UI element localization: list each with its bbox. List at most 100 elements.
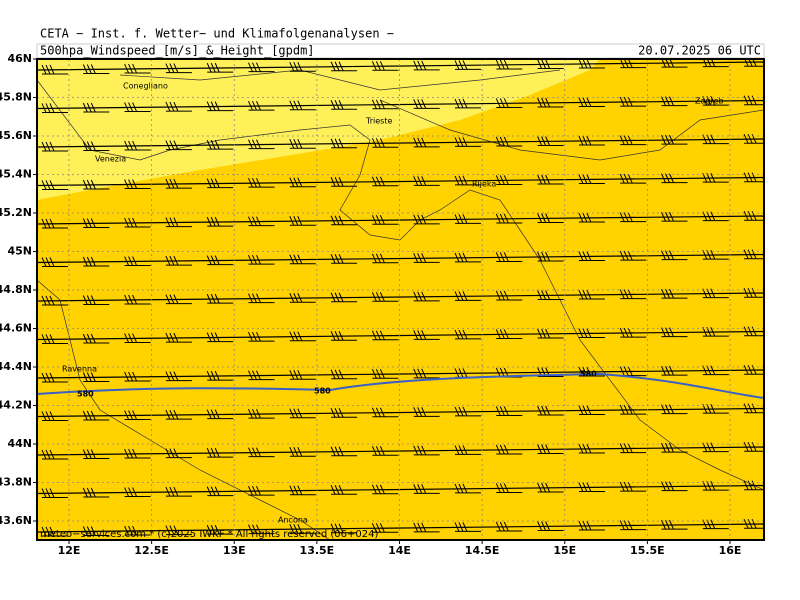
barb-flag <box>541 59 547 69</box>
wind-barb <box>41 372 68 383</box>
barb-flag <box>582 251 588 261</box>
barb-flag <box>165 332 171 343</box>
barb-flag <box>619 212 625 222</box>
barb-flag <box>627 327 633 338</box>
barb-flag <box>661 288 666 299</box>
barb-flag <box>330 485 336 495</box>
barb-flag <box>248 100 253 111</box>
wind-barb <box>371 330 399 341</box>
barb-flag <box>371 253 377 264</box>
barb-flag <box>710 288 716 298</box>
barb-flag <box>330 292 336 302</box>
barb-flag <box>623 135 629 145</box>
wind-barb <box>371 407 399 418</box>
lon-tick-label: 16E <box>719 544 742 557</box>
barb-flag <box>210 293 216 304</box>
wind-barb <box>124 487 151 498</box>
barb-flag <box>499 136 505 147</box>
barb-flag <box>248 62 253 72</box>
barb-flag <box>50 565 54 574</box>
barb-flag <box>371 407 377 418</box>
barb-flag <box>379 523 385 533</box>
barb-flag <box>379 253 385 264</box>
barb-flag <box>458 98 464 109</box>
wind-barb <box>578 289 605 300</box>
lon-tick-label: 13.5E <box>300 544 335 557</box>
barb-flag <box>128 448 134 459</box>
barb-flag <box>454 445 460 455</box>
wind-barb <box>578 482 605 493</box>
barb-flag <box>462 368 468 378</box>
wind-barb <box>414 561 440 570</box>
barb-flag <box>627 443 633 453</box>
barb-flag <box>743 249 749 259</box>
wind-barb <box>206 216 234 227</box>
barb-flag <box>578 520 584 531</box>
barb-flag <box>503 98 509 108</box>
barb-flag <box>165 255 171 266</box>
barb-flag <box>49 64 55 75</box>
barb-flag <box>41 257 47 267</box>
barb-flag <box>371 446 377 456</box>
barb-flag <box>86 295 92 305</box>
barb-flag <box>289 216 295 226</box>
barb-flag <box>289 293 295 303</box>
wind-barb <box>124 333 151 344</box>
barb-flag <box>743 442 749 452</box>
wind-barb <box>744 59 764 67</box>
barb-flag <box>743 519 749 529</box>
barb-flag <box>45 103 51 113</box>
barb-flag <box>49 103 55 113</box>
barb-flag <box>623 212 629 222</box>
barb-flag <box>414 561 418 570</box>
barb-flag <box>710 172 716 183</box>
barb-flag <box>417 99 423 109</box>
barb-flag <box>338 408 344 418</box>
wind-barb <box>537 97 564 108</box>
barb-flag <box>174 564 178 573</box>
barb-flag <box>124 333 130 343</box>
barb-flag <box>173 101 179 112</box>
wind-barb <box>578 59 605 69</box>
barb-flag <box>90 372 96 382</box>
barb-flag <box>545 174 551 185</box>
barb-flag <box>206 101 212 111</box>
wind-barb <box>330 523 358 534</box>
barb-flag <box>623 289 629 299</box>
barb-flag <box>45 141 51 152</box>
barb-flag <box>669 519 674 530</box>
barb-flag <box>421 368 427 379</box>
barb-flag <box>743 95 749 105</box>
wind-barb <box>165 332 192 343</box>
barb-flag <box>124 525 130 536</box>
lat-tick-label: 45.6N <box>0 129 32 142</box>
barb-flag <box>207 564 211 573</box>
barb-flag <box>132 179 138 189</box>
barb-flag <box>582 405 588 415</box>
barb-flag <box>338 215 344 225</box>
wind-barb <box>165 486 192 497</box>
barb-flag <box>454 291 460 301</box>
wind-barb <box>206 370 234 381</box>
barb-flag <box>169 486 175 497</box>
barb-flag <box>503 59 509 70</box>
barb-flag <box>462 60 468 70</box>
barb-flag <box>421 176 427 186</box>
barb-flag <box>173 140 179 150</box>
barb-flag <box>413 99 419 109</box>
barb-flag <box>206 216 212 227</box>
wind-barb <box>249 563 275 572</box>
barb-flag <box>86 256 92 267</box>
barb-flag <box>495 367 501 378</box>
barb-flag <box>503 329 509 339</box>
barb-flag <box>413 137 419 148</box>
barb-flag <box>90 449 96 459</box>
barb-flag <box>380 562 384 571</box>
barb-flag <box>49 295 55 306</box>
barb-flag <box>665 404 670 414</box>
barb-flag <box>537 174 543 185</box>
barb-flag <box>293 370 299 380</box>
barb-flag <box>628 559 632 568</box>
barb-flag <box>82 102 88 113</box>
barb-flag <box>454 214 460 224</box>
